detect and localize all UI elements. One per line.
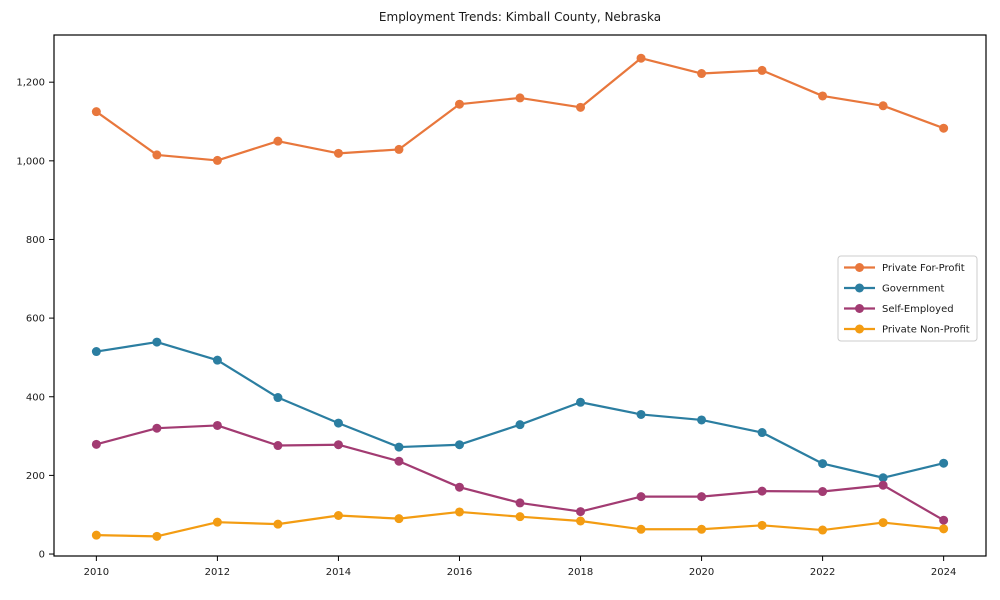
x-tick-label: 2010 <box>84 567 109 578</box>
data-point-government <box>878 473 888 483</box>
data-point-private-for-profit <box>878 101 888 111</box>
data-point-private-non-profit <box>818 525 828 535</box>
data-point-government <box>152 337 162 347</box>
data-point-private-non-profit <box>515 512 525 522</box>
data-point-private-non-profit <box>576 516 586 526</box>
data-point-private-for-profit <box>697 69 707 79</box>
series-line-government <box>96 340 944 479</box>
data-point-private-for-profit <box>212 155 222 165</box>
data-point-self-employed <box>152 423 162 433</box>
legend-item-private-for-profit: Private For-Profit <box>844 263 965 274</box>
data-point-private-non-profit <box>454 507 464 517</box>
legend-item-private-non-profit: Private Non-Profit <box>844 324 970 336</box>
data-point-private-non-profit <box>757 520 767 530</box>
data-point-government <box>273 393 283 403</box>
y-tick-label: 0 <box>39 550 45 561</box>
data-point-private-non-profit <box>91 530 101 540</box>
data-point-private-non-profit <box>636 524 646 534</box>
data-point-private-for-profit <box>576 102 586 112</box>
legend-marker-dot-private-non-profit <box>855 324 864 334</box>
data-point-government <box>757 428 767 438</box>
x-tick-label: 2024 <box>931 567 956 578</box>
data-point-private-for-profit <box>939 123 949 133</box>
data-point-private-for-profit <box>636 53 646 63</box>
data-point-private-for-profit <box>152 150 162 160</box>
y-tick-label: 1,200 <box>16 78 45 89</box>
data-point-self-employed <box>333 440 343 450</box>
plot-area: 0 200 400 600 800 1,000 1,200 2010 2012 2014 2016 2… <box>16 34 987 578</box>
data-point-self-employed <box>636 492 646 502</box>
data-point-government <box>333 418 343 428</box>
data-point-self-employed <box>576 507 586 517</box>
legend: Private For-Profit Government Self-Employe… <box>837 255 978 342</box>
data-point-private-for-profit <box>91 107 101 117</box>
data-point-private-non-profit <box>939 524 949 534</box>
data-point-private-non-profit <box>697 524 707 534</box>
data-point-government <box>636 409 646 419</box>
data-point-self-employed <box>878 480 888 490</box>
chart-title: Employment Trends: Kimball County, Nebra… <box>379 10 661 24</box>
data-point-government <box>394 442 404 452</box>
x-tick-label: 2012 <box>205 567 230 578</box>
data-point-self-employed <box>515 498 525 508</box>
data-point-self-employed <box>212 420 222 430</box>
y-tick-label: 200 <box>26 471 45 482</box>
data-point-private-for-profit <box>818 91 828 101</box>
data-point-self-employed <box>91 439 101 449</box>
legend-label-private-non-profit: Private Non-Profit <box>882 325 970 336</box>
data-point-self-employed <box>697 492 707 502</box>
y-tick-label: 600 <box>26 314 45 325</box>
x-tick-label: 2014 <box>326 567 351 578</box>
legend-label-private-for-profit: Private For-Profit <box>882 263 965 274</box>
data-point-government <box>939 458 949 468</box>
legend-marker-dot-self-employed <box>855 304 864 313</box>
data-point-self-employed <box>818 487 828 497</box>
plot-frame <box>53 34 987 557</box>
data-point-self-employed <box>454 482 464 492</box>
legend-label-government: Government <box>882 284 944 295</box>
data-point-government <box>697 415 707 425</box>
legend-item-government: Government <box>844 283 944 295</box>
data-point-private-non-profit <box>878 518 888 528</box>
x-tick-label: 2018 <box>568 567 593 578</box>
x-tick-label: 2022 <box>810 567 835 578</box>
data-point-private-non-profit <box>273 519 283 529</box>
data-point-private-for-profit <box>394 144 404 154</box>
series-line-private-for-profit <box>95 57 945 162</box>
y-tick-label: 1,000 <box>16 156 45 167</box>
data-point-private-non-profit <box>212 517 222 527</box>
x-tick-label: 2016 <box>447 567 472 578</box>
data-point-self-employed <box>273 441 283 451</box>
data-point-government <box>515 420 525 430</box>
data-point-self-employed <box>939 515 949 525</box>
data-point-government <box>212 355 222 365</box>
data-point-private-non-profit <box>394 514 404 524</box>
data-point-private-for-profit <box>454 99 464 109</box>
data-point-private-non-profit <box>333 510 343 520</box>
data-point-self-employed <box>757 486 767 496</box>
x-tick-label: 2020 <box>689 567 714 578</box>
legend-item-self-employed: Self-Employed <box>844 304 954 315</box>
data-point-government <box>818 459 828 469</box>
legend-box <box>837 255 978 342</box>
y-tick-label: 800 <box>26 235 45 246</box>
data-point-self-employed <box>394 456 404 466</box>
y-tick-label: 400 <box>26 392 45 403</box>
data-point-private-non-profit <box>152 531 162 541</box>
data-point-private-for-profit <box>515 93 525 103</box>
legend-marker-dot-private-for-profit <box>855 263 864 272</box>
legend-marker-dot-government <box>855 283 864 293</box>
data-point-private-for-profit <box>333 148 343 158</box>
legend-label-self-employed: Self-Employed <box>882 304 954 315</box>
data-point-private-for-profit <box>273 136 283 146</box>
data-point-government <box>91 347 101 357</box>
data-point-private-for-profit <box>757 65 767 75</box>
data-point-government <box>576 397 586 407</box>
data-point-government <box>454 440 464 450</box>
